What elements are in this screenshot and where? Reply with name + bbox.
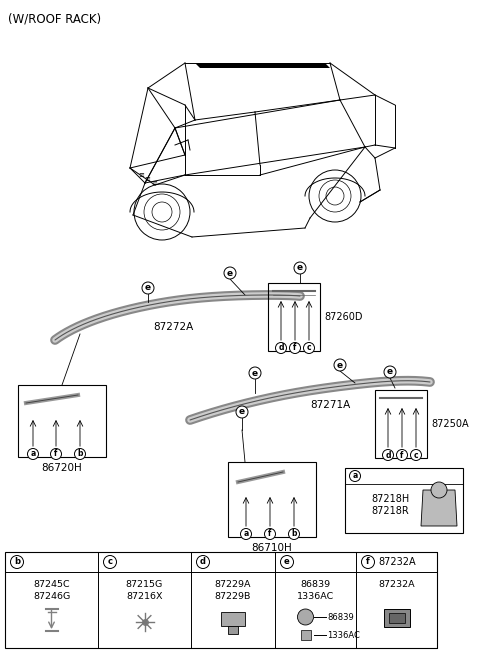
Circle shape: [152, 202, 172, 222]
Text: 87229B: 87229B: [215, 592, 251, 601]
Text: e: e: [252, 369, 258, 378]
Text: b: b: [77, 449, 83, 459]
Bar: [384, 609, 409, 627]
Text: 87232A: 87232A: [378, 580, 415, 589]
Text: e: e: [297, 263, 303, 273]
Circle shape: [384, 366, 396, 378]
Text: 87218R: 87218R: [371, 506, 409, 516]
Circle shape: [326, 187, 344, 205]
Text: 87215G: 87215G: [126, 580, 163, 589]
Circle shape: [27, 449, 38, 459]
Text: 87218H: 87218H: [371, 494, 409, 504]
Text: d: d: [385, 451, 391, 459]
Bar: [345, 468, 463, 533]
Text: e: e: [145, 284, 151, 292]
Circle shape: [289, 342, 300, 353]
Bar: [268, 283, 320, 351]
Circle shape: [280, 556, 293, 568]
Text: d: d: [200, 558, 206, 566]
Circle shape: [349, 470, 360, 482]
Circle shape: [142, 282, 154, 294]
Text: 87272A: 87272A: [153, 322, 193, 332]
Text: 87260D: 87260D: [324, 312, 362, 322]
Text: 87271A: 87271A: [310, 400, 350, 410]
Circle shape: [303, 342, 314, 353]
Circle shape: [134, 184, 190, 240]
Text: 86710H: 86710H: [252, 543, 292, 553]
Bar: [228, 626, 238, 634]
Text: f: f: [293, 344, 297, 353]
Text: a: a: [243, 530, 249, 539]
Text: e: e: [387, 367, 393, 376]
Text: ≡: ≡: [151, 181, 156, 187]
Circle shape: [288, 528, 300, 539]
Text: 1336AC: 1336AC: [297, 592, 334, 601]
Circle shape: [144, 194, 180, 230]
Text: d: d: [278, 344, 284, 353]
Circle shape: [334, 359, 346, 371]
Bar: [221, 612, 245, 626]
Circle shape: [104, 556, 117, 568]
Circle shape: [319, 180, 351, 212]
Text: 87246G: 87246G: [33, 592, 70, 601]
Text: 1336AC: 1336AC: [327, 631, 360, 639]
Text: (W/ROOF RACK): (W/ROOF RACK): [8, 12, 101, 25]
Text: 86839: 86839: [327, 612, 354, 622]
Polygon shape: [195, 63, 330, 68]
Text: 87245C: 87245C: [33, 580, 70, 589]
Circle shape: [276, 342, 287, 353]
Polygon shape: [421, 490, 457, 526]
Circle shape: [298, 609, 313, 625]
Text: 87232A: 87232A: [378, 557, 416, 567]
Text: a: a: [30, 449, 36, 459]
Text: f: f: [268, 530, 272, 539]
Bar: [375, 390, 427, 458]
Text: a: a: [352, 472, 358, 480]
Text: f: f: [400, 451, 404, 459]
Circle shape: [224, 267, 236, 279]
Text: e: e: [337, 361, 343, 369]
Text: e: e: [239, 407, 245, 417]
Circle shape: [264, 528, 276, 539]
Circle shape: [383, 449, 394, 461]
Text: c: c: [307, 344, 312, 353]
Text: 87229A: 87229A: [215, 580, 251, 589]
Text: e: e: [284, 558, 290, 566]
Circle shape: [240, 528, 252, 539]
Text: ≡: ≡: [144, 177, 150, 183]
Bar: [5, 552, 437, 648]
Text: c: c: [108, 558, 112, 566]
Text: 86839: 86839: [300, 580, 331, 589]
Circle shape: [294, 262, 306, 274]
Text: b: b: [14, 558, 20, 566]
Circle shape: [431, 482, 447, 498]
Circle shape: [396, 449, 408, 461]
Text: f: f: [54, 449, 58, 459]
Circle shape: [236, 406, 248, 418]
Text: c: c: [414, 451, 418, 459]
Circle shape: [74, 449, 85, 459]
Text: b: b: [291, 530, 297, 539]
Circle shape: [309, 170, 361, 222]
Circle shape: [50, 449, 61, 459]
Text: 87250A: 87250A: [431, 419, 468, 429]
Text: ≡: ≡: [138, 172, 144, 178]
Circle shape: [410, 449, 421, 461]
Text: 86720H: 86720H: [42, 463, 83, 473]
Text: f: f: [366, 558, 370, 566]
Bar: [388, 613, 405, 623]
Text: e: e: [227, 269, 233, 277]
Text: 87216X: 87216X: [126, 592, 163, 601]
Circle shape: [11, 556, 24, 568]
Bar: [228, 462, 316, 537]
Circle shape: [249, 367, 261, 379]
Circle shape: [361, 556, 374, 568]
Bar: [18, 385, 106, 457]
Circle shape: [196, 556, 209, 568]
